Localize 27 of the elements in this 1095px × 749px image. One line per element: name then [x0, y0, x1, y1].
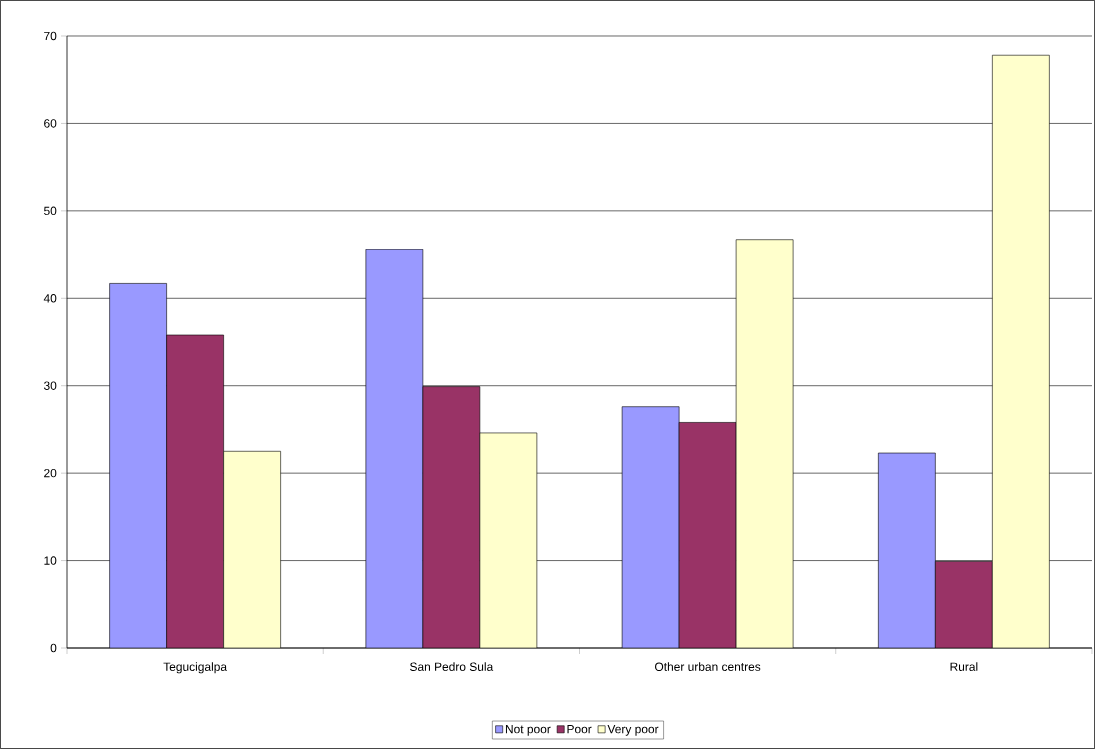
bar: [479, 432, 538, 648]
y-tick-label: 70: [44, 31, 57, 41]
bar: [223, 450, 281, 648]
bar: [992, 54, 1050, 648]
bar: [109, 283, 167, 648]
y-tick-label: 10: [44, 556, 57, 565]
legend-label: Poor: [567, 725, 592, 734]
bar: [878, 452, 936, 648]
bar: [678, 422, 737, 648]
bar: [935, 561, 993, 648]
bar: [621, 406, 680, 648]
x-tick-label: Tegucigalpa: [163, 662, 228, 674]
legend-label: Very poor: [607, 725, 659, 736]
bar: [365, 249, 424, 648]
y-tick-label: 0: [50, 643, 57, 653]
x-tick-label: Other urban centres: [655, 662, 761, 671]
y-tick-label: 50: [44, 206, 57, 216]
x-tick-label: San Pedro Sula: [410, 662, 494, 671]
bar: [735, 239, 794, 648]
legend-label: Not poor: [505, 725, 551, 736]
bar: [166, 334, 224, 648]
y-tick-label: 40: [43, 294, 57, 303]
x-tick-label: Rural: [950, 662, 978, 671]
y-tick-label: 60: [44, 119, 57, 128]
y-tick-label: 20: [44, 468, 57, 478]
y-tick-label: 30: [43, 381, 57, 390]
bar: [422, 386, 481, 648]
